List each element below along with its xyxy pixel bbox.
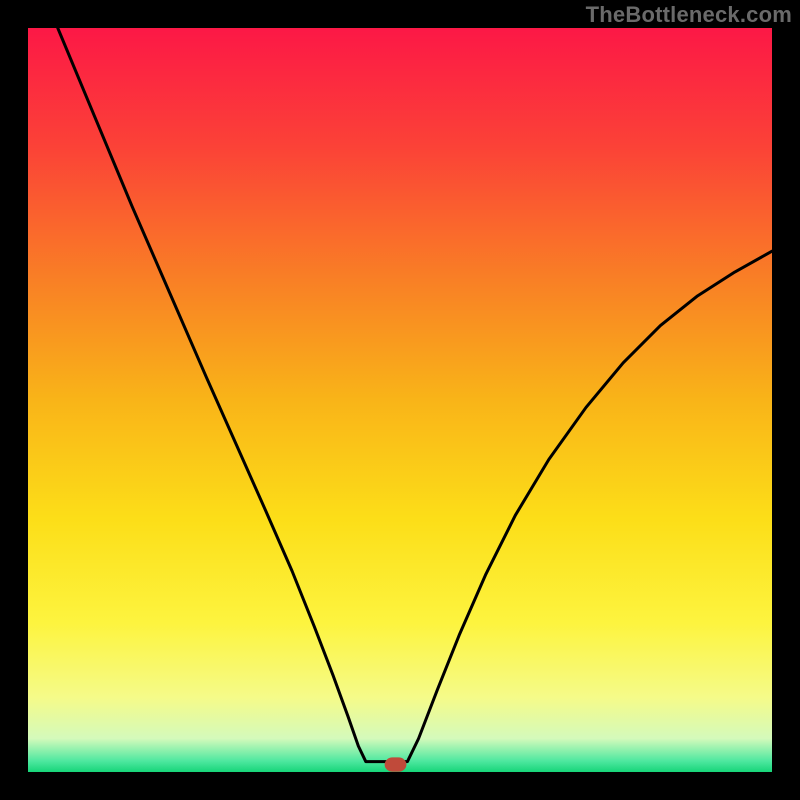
optimal-point-marker	[385, 758, 406, 771]
bottleneck-curve-chart	[28, 28, 772, 772]
gradient-background	[28, 28, 772, 772]
plot-area	[28, 28, 772, 772]
watermark-text: TheBottleneck.com	[586, 2, 792, 28]
